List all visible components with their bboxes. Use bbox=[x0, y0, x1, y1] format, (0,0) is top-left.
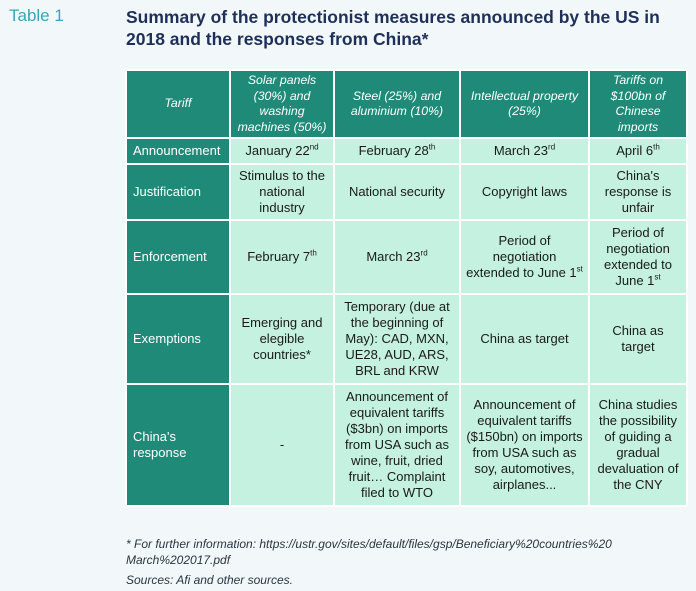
table-cell: March 23rd bbox=[333, 219, 461, 295]
table-title: Summary of the protectionist measures an… bbox=[126, 7, 660, 49]
table-cell: Period of negotiation extended to June 1… bbox=[588, 219, 688, 295]
row-exemptions: Exemptions Emerging and elegible countri… bbox=[125, 293, 688, 385]
measures-table: Tariff Solar panels (30%) and washing ma… bbox=[125, 69, 688, 507]
table-cell: February 7th bbox=[229, 219, 335, 295]
table-cell: China as target bbox=[588, 293, 688, 385]
table-cell: Period of negotiation extended to June 1… bbox=[459, 219, 590, 295]
table-cell: Copyright laws bbox=[459, 163, 590, 221]
table-cell: Announcement of equivalent tariffs ($3bn… bbox=[333, 383, 461, 507]
table-cell: February 28th bbox=[333, 137, 461, 165]
table-cell: Temporary (due at the beginning of May):… bbox=[333, 293, 461, 385]
header-chinese-imports: Tariffs on $100bn of Chinese imports bbox=[588, 69, 688, 139]
table-cell: April 6th bbox=[588, 137, 688, 165]
row-label: Exemptions bbox=[125, 293, 231, 385]
table-cell: China as target bbox=[459, 293, 590, 385]
table-label: Table 1 bbox=[9, 6, 64, 25]
header-row: Tariff Solar panels (30%) and washing ma… bbox=[125, 69, 688, 139]
row-label: Justification bbox=[125, 163, 231, 221]
sources-note: Sources: Afi and other sources. bbox=[126, 573, 293, 587]
row-label: Enforcement bbox=[125, 219, 231, 295]
table-cell: China studies the possibility of guiding… bbox=[588, 383, 688, 507]
table-cell: China's response is unfair bbox=[588, 163, 688, 221]
row-label: China's response bbox=[125, 383, 231, 507]
table-cell: National security bbox=[333, 163, 461, 221]
table-cell: Announcement of equivalent tariffs ($150… bbox=[459, 383, 590, 507]
table-cell: - bbox=[229, 383, 335, 507]
footnote: * For further information: https://ustr.… bbox=[126, 537, 612, 567]
header-tariff: Tariff bbox=[125, 69, 231, 139]
header-steel: Steel (25%) and aluminium (10%) bbox=[333, 69, 461, 139]
row-chinas-response: China's response - Announcement of equiv… bbox=[125, 383, 688, 507]
header-solar-panels: Solar panels (30%) and washing machines … bbox=[229, 69, 335, 139]
header-intellectual-property: Intellectual property (25%) bbox=[459, 69, 590, 139]
row-label: Announcement bbox=[125, 137, 231, 165]
row-announcement: Announcement January 22nd February 28th … bbox=[125, 137, 688, 165]
table-cell: January 22nd bbox=[229, 137, 335, 165]
row-justification: Justification Stimulus to the national i… bbox=[125, 163, 688, 221]
table-cell: Emerging and elegible countries* bbox=[229, 293, 335, 385]
table-cell: March 23rd bbox=[459, 137, 590, 165]
row-enforcement: Enforcement February 7th March 23rd Peri… bbox=[125, 219, 688, 295]
table-cell: Stimulus to the national industry bbox=[229, 163, 335, 221]
